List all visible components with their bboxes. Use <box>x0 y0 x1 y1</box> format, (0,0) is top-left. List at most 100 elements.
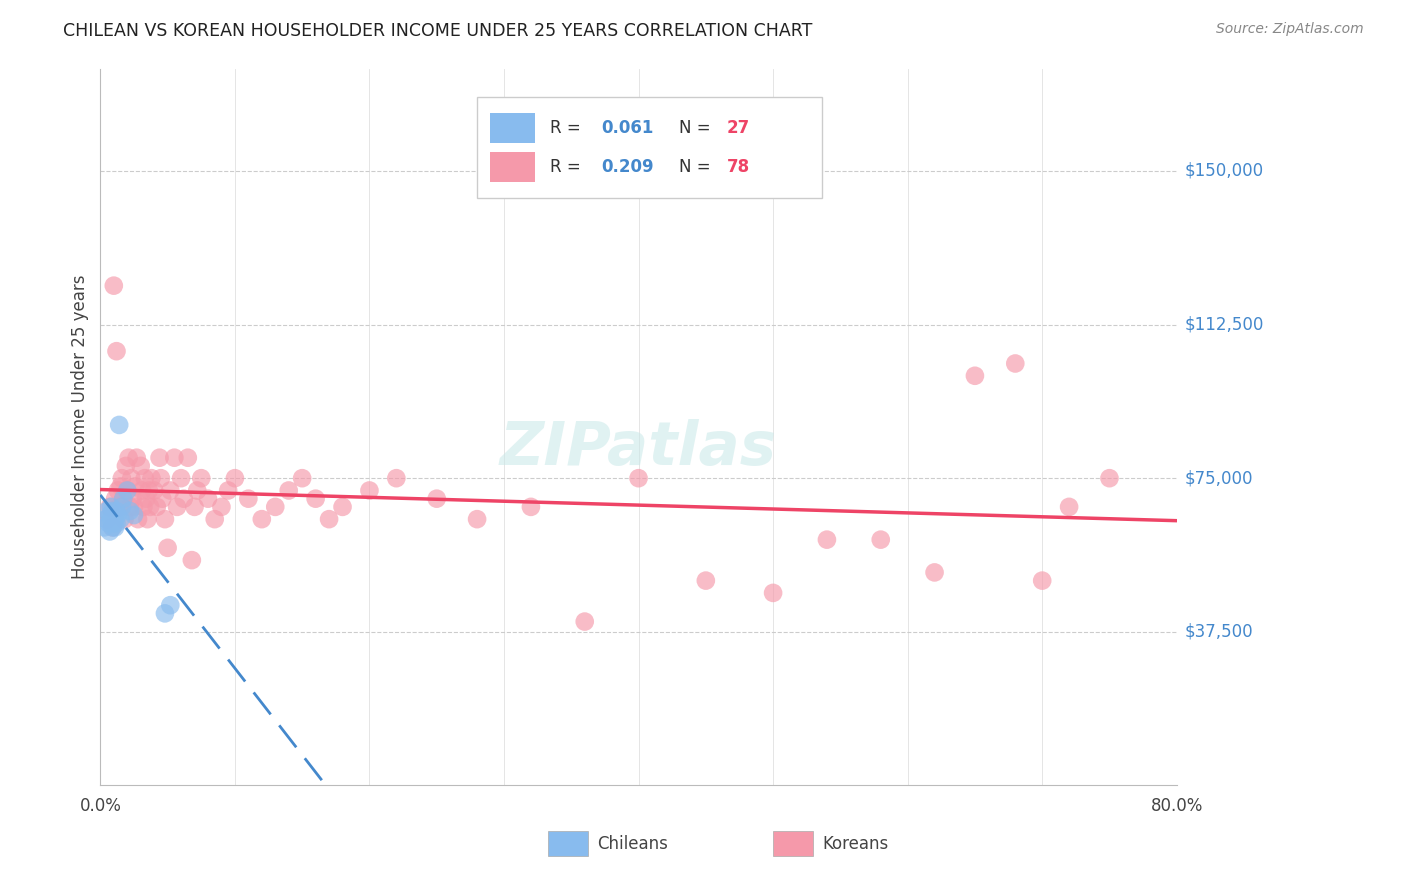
Point <box>100 500 122 514</box>
Text: $37,500: $37,500 <box>1185 623 1254 640</box>
Point <box>132 500 155 514</box>
Point <box>135 491 157 506</box>
Point <box>115 458 138 473</box>
Text: 0.061: 0.061 <box>600 119 654 137</box>
Point <box>110 512 132 526</box>
Point <box>112 491 135 506</box>
Point <box>148 450 170 465</box>
Point <box>1098 471 1121 485</box>
Point <box>117 483 139 498</box>
Point <box>93 520 115 534</box>
Point <box>166 500 188 514</box>
Point <box>465 512 488 526</box>
Point <box>112 491 135 506</box>
Point <box>127 512 149 526</box>
Point <box>107 508 129 522</box>
Bar <box>491 113 536 143</box>
Text: 27: 27 <box>727 119 749 137</box>
Text: $112,500: $112,500 <box>1185 316 1264 334</box>
Text: N =: N = <box>679 158 716 176</box>
Text: N =: N = <box>679 119 716 137</box>
Point <box>318 512 340 526</box>
Point <box>177 450 200 465</box>
Point <box>104 491 127 506</box>
Point <box>111 500 134 514</box>
Point <box>163 450 186 465</box>
Point <box>1004 356 1026 370</box>
Point <box>815 533 838 547</box>
Point <box>118 504 141 518</box>
Point <box>1031 574 1053 588</box>
Point <box>121 491 143 506</box>
Point <box>211 500 233 514</box>
Point <box>238 491 260 506</box>
Point <box>359 483 381 498</box>
Point <box>574 615 596 629</box>
Point <box>101 520 124 534</box>
Point <box>277 483 299 498</box>
Point <box>204 512 226 526</box>
Point <box>224 471 246 485</box>
Text: 78: 78 <box>727 158 749 176</box>
Point <box>156 541 179 555</box>
Point <box>146 500 169 514</box>
Point <box>159 598 181 612</box>
Point <box>105 504 128 518</box>
Point <box>426 491 449 506</box>
Point <box>96 512 118 526</box>
Point <box>304 491 326 506</box>
Point <box>124 479 146 493</box>
Text: Chileans: Chileans <box>598 835 668 853</box>
Point <box>385 471 408 485</box>
Text: 0.209: 0.209 <box>600 158 654 176</box>
Point <box>98 524 121 539</box>
FancyBboxPatch shape <box>477 97 821 197</box>
Point <box>138 483 160 498</box>
Point <box>264 500 287 514</box>
Point <box>190 471 212 485</box>
Point <box>197 491 219 506</box>
Point <box>108 500 131 514</box>
Point <box>118 500 141 514</box>
Point <box>117 483 139 498</box>
Point <box>1057 500 1080 514</box>
Point <box>120 471 142 485</box>
Point <box>107 483 129 498</box>
Point <box>924 566 946 580</box>
Text: Koreans: Koreans <box>823 835 889 853</box>
Point <box>110 479 132 493</box>
Point <box>149 471 172 485</box>
Point <box>105 344 128 359</box>
Y-axis label: Householder Income Under 25 years: Householder Income Under 25 years <box>72 275 89 579</box>
Point <box>101 504 124 518</box>
Point <box>869 533 891 547</box>
Point <box>143 483 166 498</box>
Point <box>103 278 125 293</box>
Point <box>183 500 205 514</box>
Text: R =: R = <box>550 158 586 176</box>
Point <box>105 516 128 531</box>
Point <box>94 512 117 526</box>
Point <box>141 471 163 485</box>
Point <box>97 516 120 531</box>
Point <box>150 491 173 506</box>
Text: ZIPatlas: ZIPatlas <box>501 419 778 478</box>
Point <box>104 512 127 526</box>
Point <box>108 417 131 432</box>
Point <box>332 500 354 514</box>
Point <box>520 500 543 514</box>
Point <box>186 483 208 498</box>
Point <box>627 471 650 485</box>
Point <box>111 471 134 485</box>
Point <box>173 491 195 506</box>
Text: $75,000: $75,000 <box>1185 469 1254 487</box>
Point <box>98 508 121 522</box>
Point <box>153 512 176 526</box>
Point <box>103 516 125 531</box>
Point <box>114 512 136 526</box>
Point <box>100 512 122 526</box>
Point <box>762 586 785 600</box>
Text: Source: ZipAtlas.com: Source: ZipAtlas.com <box>1216 22 1364 37</box>
Point <box>134 471 156 485</box>
Point <box>103 512 125 526</box>
